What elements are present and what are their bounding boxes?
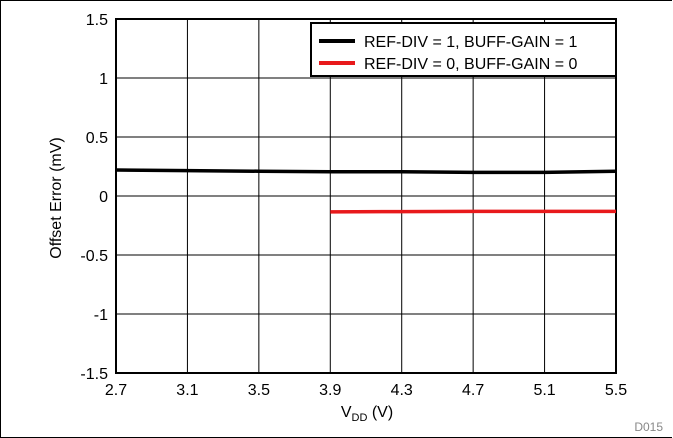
y-tick-label: -0.5 [80,248,108,265]
x-axis-label: VDD (V) [341,404,393,424]
legend: REF-DIV = 1, BUFF-GAIN = 1 REF-DIV = 0, … [310,22,617,77]
x-tick-label: 4.3 [391,382,413,399]
x-tick-label: 3.1 [176,382,198,399]
series-line-1 [115,168,617,175]
x-tick-label: 5.1 [533,382,555,399]
legend-label-series-1: REF-DIV = 1, BUFF-GAIN = 1 [364,34,577,51]
y-tick-label: 0.5 [86,130,108,147]
x-tick-label: 4.7 [462,382,484,399]
legend-label-series-2: REF-DIV = 0, BUFF-GAIN = 0 [364,56,577,73]
figure-id: D015 [634,420,663,434]
y-tick-label: -1.5 [80,366,108,383]
x-tick-label: 2.7 [105,382,127,399]
y-tick-label: 1.5 [86,12,108,29]
x-axis-label-main: V [341,404,352,421]
x-tick-labels: 2.7 3.1 3.5 3.9 4.3 4.7 5.1 5.5 [105,382,627,399]
legend-box [310,22,617,77]
y-tick-label: -1 [94,307,108,324]
x-axis-label-unit: (V) [367,404,393,421]
x-tick-label: 3.9 [319,382,341,399]
y-axis-label: Offset Error (mV) [48,137,65,259]
y-tick-label: 1 [99,71,108,88]
grid-lines [115,18,617,374]
y-tick-label: 0 [99,189,108,206]
series-line-2 [330,209,616,214]
plot-area-border [115,18,617,374]
x-axis-label-subscript: DD [352,412,368,424]
x-tick-label: 3.5 [248,382,270,399]
y-tick-labels: 1.5 1 0.5 0 -0.5 -1 -1.5 [80,12,108,383]
x-tick-label: 5.5 [605,382,627,399]
series-layer [115,168,617,214]
